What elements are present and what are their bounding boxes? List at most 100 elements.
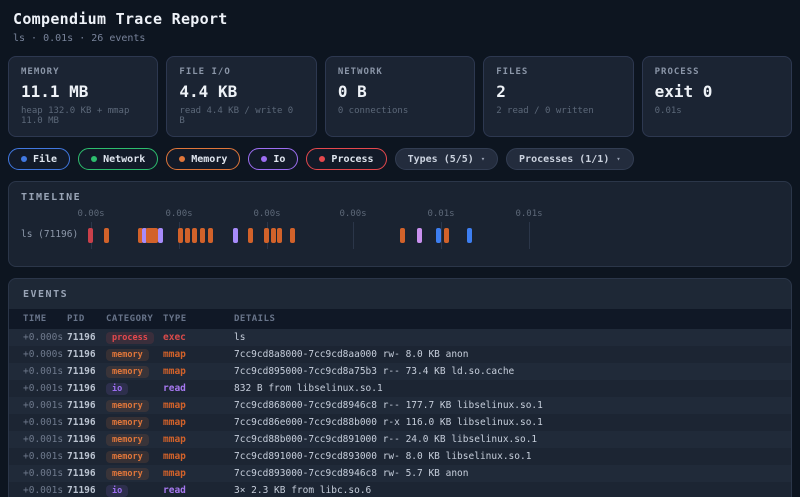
timeline-event-bar[interactable] [290, 228, 295, 243]
col-header-type: TYPE [163, 314, 187, 324]
timeline-process-label: ls (71196) [21, 229, 79, 240]
chevron-down-icon: ▾ [480, 155, 486, 163]
event-details: 7cc9cd895000-7cc9cd8a75b3 r-- 73.4 KB ld… [234, 366, 515, 377]
events-table-body: +0.000s 71196 process exec ls +0.000s 71… [9, 329, 791, 497]
tick-line [353, 222, 354, 249]
category-dot-icon [261, 156, 268, 162]
report-header: Compendium Trace Report ls · 0.01s · 26 … [8, 8, 792, 44]
stat-card: MEMORY 11.1 MB heap 132.0 KB + mmap 11.0… [8, 56, 159, 137]
event-pid: 71196 [67, 332, 96, 343]
timeline-event-bar[interactable] [417, 228, 422, 243]
report-subtitle: ls · 0.01s · 26 events [13, 33, 146, 44]
timeline-event-bar[interactable] [400, 228, 405, 243]
event-type: read [163, 383, 186, 394]
event-details: 7cc9cd88b000-7cc9cd891000 r-- 24.0 KB li… [234, 434, 538, 445]
filter-chip-io[interactable]: Io [248, 148, 299, 170]
col-header-time: TIME [23, 314, 47, 324]
event-row[interactable]: +0.000s 71196 memory mmap 7cc9cd8a8000-7… [9, 346, 791, 363]
timeline-event-bar[interactable] [192, 228, 197, 243]
category-badge: memory [106, 467, 149, 480]
event-type: read [163, 485, 186, 496]
chip-label: Process [331, 153, 374, 165]
timeline-panel: TIMELINE ls (71196) 0.00s 0.00s 0.00s 0.… [8, 181, 792, 267]
event-row[interactable]: +0.000s 71196 process exec ls [9, 329, 791, 346]
event-time: +0.001s [23, 400, 64, 411]
tick-label: 0.01s [515, 209, 543, 219]
event-pid: 71196 [67, 451, 96, 462]
events-panel: EVENTS TIME PID CATEGORY TYPE DETAILS +0… [8, 278, 792, 497]
event-pid: 71196 [67, 417, 96, 428]
timeline-event-bar[interactable] [200, 228, 205, 243]
event-row[interactable]: +0.001s 71196 io read 832 B from libseli… [9, 380, 791, 397]
timeline-event-bar[interactable] [444, 228, 449, 243]
filter-chip-network[interactable]: Network [78, 148, 159, 170]
chip-label: Memory [191, 153, 228, 165]
stat-caption: 0 connections [337, 106, 409, 116]
category-dot-icon [319, 156, 326, 162]
event-time: +0.001s [23, 434, 64, 445]
event-details: 7cc9cd893000-7cc9cd8946c8 rw- 5.7 KB ano… [234, 468, 469, 479]
event-time: +0.001s [23, 485, 64, 496]
timeline-event-bar[interactable] [146, 228, 158, 243]
event-details: 832 B from libselinux.so.1 [234, 383, 383, 394]
timeline-event-bar[interactable] [436, 228, 441, 243]
event-row[interactable]: +0.001s 71196 memory mmap 7cc9cd86e000-7… [9, 414, 791, 431]
event-row[interactable]: +0.001s 71196 memory mmap 7cc9cd895000-7… [9, 363, 791, 380]
event-pid: 71196 [67, 468, 96, 479]
timeline-event-bar[interactable] [178, 228, 183, 243]
events-table-header: TIME PID CATEGORY TYPE DETAILS [9, 309, 791, 329]
category-badge: memory [106, 450, 149, 463]
timeline-event-bar[interactable] [138, 228, 143, 243]
event-type: mmap [163, 434, 186, 445]
stat-value: exit 0 [654, 82, 713, 101]
event-type: mmap [163, 400, 186, 411]
event-row[interactable]: +0.001s 71196 memory mmap 7cc9cd868000-7… [9, 397, 791, 414]
stat-label: PROCESS [654, 67, 700, 77]
timeline-event-bar[interactable] [271, 228, 276, 243]
stat-caption: heap 132.0 KB + mmap 11.0 MB [21, 106, 130, 126]
event-type: mmap [163, 417, 186, 428]
timeline-event-bar[interactable] [208, 228, 213, 243]
stat-card: NETWORK 0 B 0 connections [324, 56, 476, 137]
event-row[interactable]: +0.001s 71196 memory mmap 7cc9cd891000-7… [9, 448, 791, 465]
event-details: 7cc9cd868000-7cc9cd8946c8 r-- 177.7 KB l… [234, 400, 543, 411]
timeline-event-bar[interactable] [185, 228, 190, 243]
timeline-event-bar[interactable] [264, 228, 269, 243]
tick-line [529, 222, 530, 249]
timeline-event-bar[interactable] [233, 228, 238, 243]
page-title: Compendium Trace Report [13, 10, 228, 28]
stat-value: 4.4 KB [179, 82, 238, 101]
chip-label: Io [273, 153, 286, 165]
event-type: exec [163, 332, 186, 343]
stat-card: PROCESS exit 0 0.01s [641, 56, 793, 137]
filter-chip-memory[interactable]: Memory [166, 148, 241, 170]
tick-label: 0.00s [165, 209, 193, 219]
event-type: mmap [163, 468, 186, 479]
filter-chip-file[interactable]: File [8, 148, 71, 170]
timeline-event-bar[interactable] [104, 228, 109, 243]
event-time: +0.001s [23, 417, 64, 428]
stat-value: 2 [496, 82, 506, 101]
event-details: 3× 2.3 KB from libc.so.6 [234, 485, 372, 496]
stat-caption: 0.01s [654, 106, 682, 116]
filter-chip-process[interactable]: Process [306, 148, 387, 170]
stat-caption: read 4.4 KB / write 0 B [179, 106, 294, 126]
category-badge: io [106, 484, 129, 497]
event-row[interactable]: +0.001s 71196 memory mmap 7cc9cd88b000-7… [9, 431, 791, 448]
category-badge: memory [106, 433, 149, 446]
dropdown-filter-chip[interactable]: Types (5/5) ▾ [394, 148, 499, 170]
event-type: mmap [163, 451, 186, 462]
timeline-event-bar[interactable] [467, 228, 472, 243]
event-row[interactable]: +0.001s 71196 memory mmap 7cc9cd893000-7… [9, 465, 791, 482]
dropdown-filter-chip[interactable]: Processes (1/1) ▾ [506, 148, 634, 170]
event-pid: 71196 [67, 383, 96, 394]
timeline-event-bar[interactable] [277, 228, 282, 243]
timeline-chart: ls (71196) 0.00s 0.00s 0.00s 0.00s 0.01s… [21, 209, 779, 265]
timeline-event-bar[interactable] [248, 228, 253, 243]
event-row[interactable]: +0.001s 71196 io read 3× 2.3 KB from lib… [9, 482, 791, 497]
timeline-event-bar[interactable] [142, 228, 147, 243]
timeline-event-bar[interactable] [158, 228, 163, 243]
timeline-event-bar[interactable] [88, 228, 93, 243]
dropdown-label: Processes (1/1) [519, 153, 610, 165]
category-badge: memory [106, 399, 149, 412]
